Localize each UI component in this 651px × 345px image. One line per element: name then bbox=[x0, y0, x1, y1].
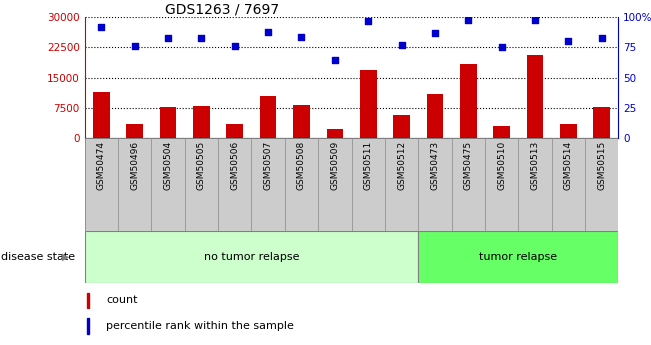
Text: disease state: disease state bbox=[1, 252, 75, 262]
Bar bbox=[227, 124, 243, 138]
Text: GSM50505: GSM50505 bbox=[197, 141, 206, 190]
Point bbox=[563, 39, 574, 44]
Text: tumor relapse: tumor relapse bbox=[479, 252, 557, 262]
Bar bbox=[360, 70, 376, 138]
Text: GSM50513: GSM50513 bbox=[531, 141, 540, 190]
Bar bbox=[85, 231, 418, 283]
Bar bbox=[493, 126, 510, 138]
Point bbox=[596, 35, 607, 41]
Bar bbox=[426, 94, 443, 138]
Bar bbox=[393, 115, 410, 138]
Text: GDS1263 / 7697: GDS1263 / 7697 bbox=[165, 2, 279, 16]
Bar bbox=[460, 63, 477, 138]
Text: GSM50508: GSM50508 bbox=[297, 141, 306, 190]
Text: GSM50504: GSM50504 bbox=[163, 141, 173, 190]
Text: GSM50514: GSM50514 bbox=[564, 141, 573, 190]
Bar bbox=[293, 105, 310, 138]
Point bbox=[430, 30, 440, 36]
Point bbox=[263, 29, 273, 34]
Text: GSM50515: GSM50515 bbox=[597, 141, 606, 190]
Bar bbox=[260, 96, 277, 138]
Text: GSM50506: GSM50506 bbox=[230, 141, 240, 190]
Bar bbox=[126, 124, 143, 138]
Point bbox=[396, 42, 407, 48]
Point bbox=[363, 18, 374, 23]
Point bbox=[163, 35, 173, 41]
Point bbox=[497, 45, 507, 50]
Point bbox=[296, 34, 307, 39]
Text: count: count bbox=[106, 295, 137, 305]
Bar bbox=[87, 318, 89, 334]
Bar bbox=[527, 56, 544, 138]
Text: GSM50473: GSM50473 bbox=[430, 141, 439, 190]
Text: GSM50511: GSM50511 bbox=[364, 141, 373, 190]
Text: GSM50507: GSM50507 bbox=[264, 141, 273, 190]
Point bbox=[230, 43, 240, 49]
Bar bbox=[87, 293, 89, 308]
Bar bbox=[193, 106, 210, 138]
Text: no tumor relapse: no tumor relapse bbox=[204, 252, 299, 262]
Point bbox=[130, 43, 140, 49]
Point bbox=[463, 17, 473, 22]
Point bbox=[329, 57, 340, 62]
Bar bbox=[159, 107, 176, 138]
Bar bbox=[327, 129, 343, 138]
Bar bbox=[560, 124, 577, 138]
Bar bbox=[93, 92, 109, 138]
Text: GSM50496: GSM50496 bbox=[130, 141, 139, 190]
Text: GSM50512: GSM50512 bbox=[397, 141, 406, 190]
Point bbox=[196, 35, 206, 41]
Text: ▶: ▶ bbox=[62, 252, 70, 262]
Text: GSM50474: GSM50474 bbox=[97, 141, 106, 190]
Bar bbox=[418, 231, 618, 283]
Point bbox=[530, 17, 540, 22]
Text: GSM50475: GSM50475 bbox=[464, 141, 473, 190]
Point bbox=[96, 24, 107, 30]
Text: GSM50509: GSM50509 bbox=[330, 141, 339, 190]
Text: GSM50510: GSM50510 bbox=[497, 141, 506, 190]
Bar bbox=[594, 107, 610, 138]
Text: percentile rank within the sample: percentile rank within the sample bbox=[106, 321, 294, 331]
